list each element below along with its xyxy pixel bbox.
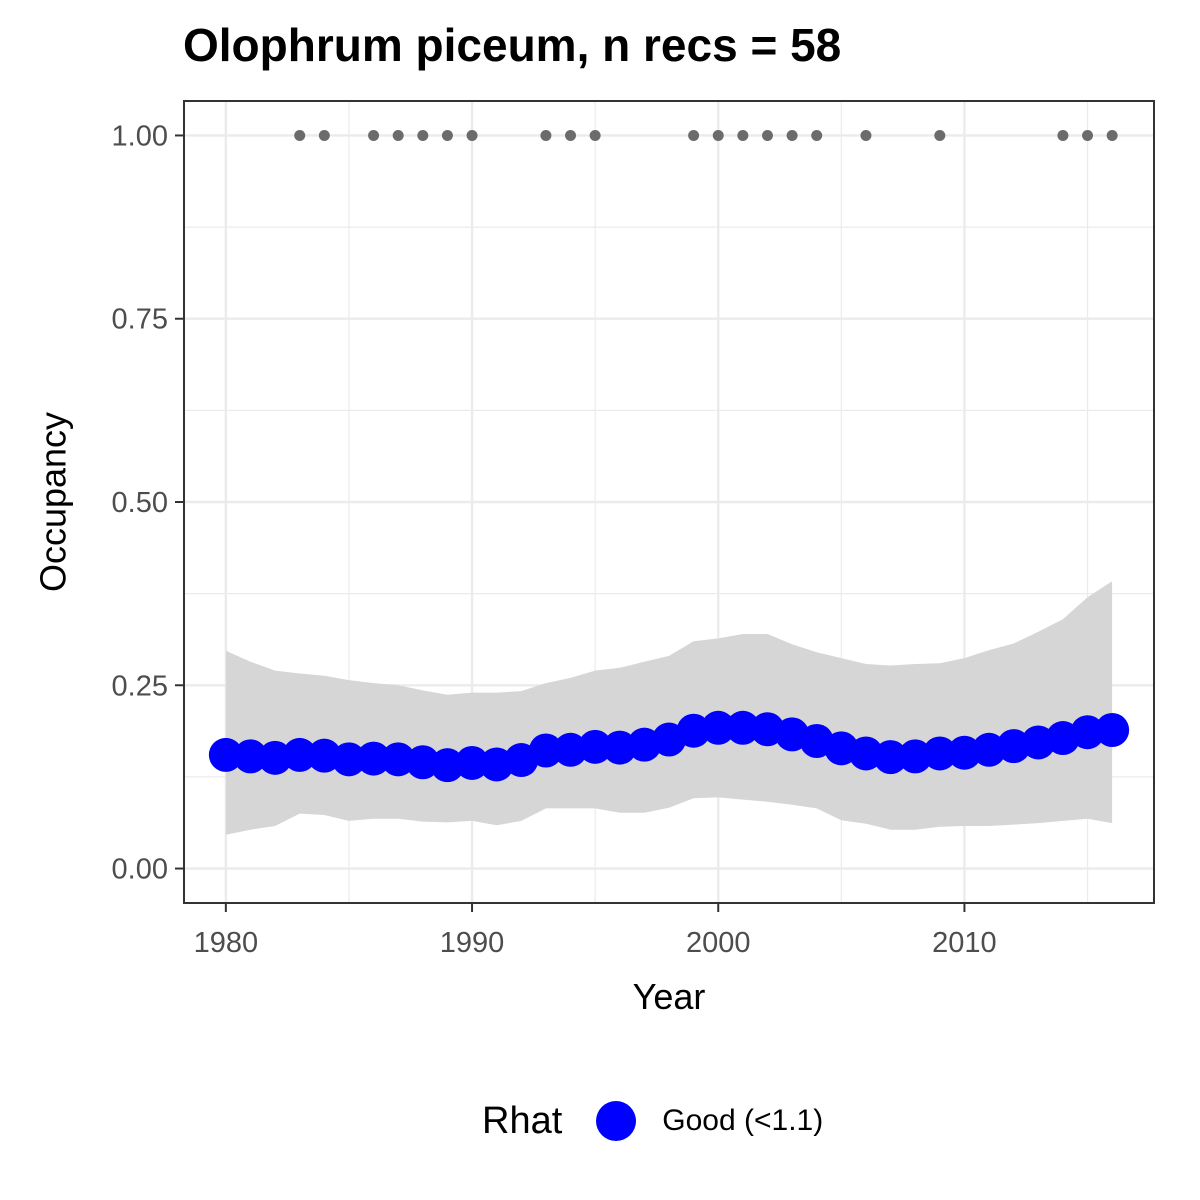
x-tick-label: 2000: [686, 927, 751, 959]
occupancy-point: [922, 736, 957, 771]
record-point: [368, 129, 380, 141]
record-point: [392, 129, 404, 141]
record-point: [712, 129, 724, 141]
occupancy-point: [602, 730, 637, 765]
record-point: [1082, 129, 1094, 141]
record-point: [860, 129, 872, 141]
occupancy-point: [430, 748, 465, 783]
y-tick-label: 0.25: [112, 670, 168, 702]
occupancy-point: [282, 737, 317, 772]
occupancy-point: [725, 710, 760, 745]
record-point: [934, 129, 946, 141]
y-tick-label: 0.75: [112, 304, 168, 336]
occupancy-point: [553, 732, 588, 767]
occupancy-point: [528, 733, 563, 768]
record-point: [1106, 129, 1118, 141]
occupancy-point: [676, 713, 711, 748]
x-tick-label: 1980: [194, 927, 259, 959]
record-point: [540, 129, 552, 141]
occupancy-point: [873, 740, 908, 775]
record-point: [294, 129, 306, 141]
occupancy-point: [1095, 712, 1130, 747]
record-point: [761, 129, 773, 141]
record-point: [417, 129, 429, 141]
record-point: [466, 129, 478, 141]
record-point: [811, 129, 823, 141]
occupancy-point: [381, 742, 416, 777]
occupancy-point: [356, 741, 391, 776]
record-point: [441, 129, 453, 141]
occupancy-point: [898, 739, 933, 774]
record-point: [688, 129, 700, 141]
legend-label-good: Good (<1.1): [662, 1104, 824, 1137]
legend-title: Rhat: [482, 1099, 563, 1142]
chart-title: Olophrum piceum, n recs = 58: [183, 19, 842, 71]
record-point: [565, 129, 577, 141]
occupancy-point: [208, 737, 243, 772]
occupancy-point: [455, 745, 490, 780]
occupancy-point: [1070, 715, 1105, 750]
records-layer: [294, 129, 1118, 141]
occupancy-series-layer: [208, 710, 1130, 783]
record-point: [318, 129, 330, 141]
y-tick-label: 0.00: [112, 854, 168, 886]
axes: 0.00 0.25 0.50 0.75 1.00 1980 1990 2000 2010: [112, 120, 997, 959]
y-tick-label: 0.50: [112, 487, 168, 519]
occupancy-point: [405, 745, 440, 780]
record-point: [737, 129, 749, 141]
y-axis-title: Occupancy: [33, 412, 74, 592]
occupancy-point: [258, 740, 293, 775]
x-tick-label: 1990: [440, 927, 505, 959]
occupancy-point: [947, 735, 982, 770]
occupancy-point: [578, 729, 613, 764]
legend: Rhat Good (<1.1): [482, 1096, 823, 1146]
x-axis-title: Year: [633, 976, 706, 1017]
record-point: [589, 129, 601, 141]
record-point: [1057, 129, 1069, 141]
x-tick-label: 2010: [932, 927, 997, 959]
record-point: [786, 129, 798, 141]
occupancy-point: [331, 742, 366, 777]
y-tick-label: 1.00: [112, 120, 168, 152]
occupancy-point: [233, 739, 268, 774]
legend-key-good: [596, 1101, 637, 1141]
occupancy-point: [701, 710, 736, 745]
